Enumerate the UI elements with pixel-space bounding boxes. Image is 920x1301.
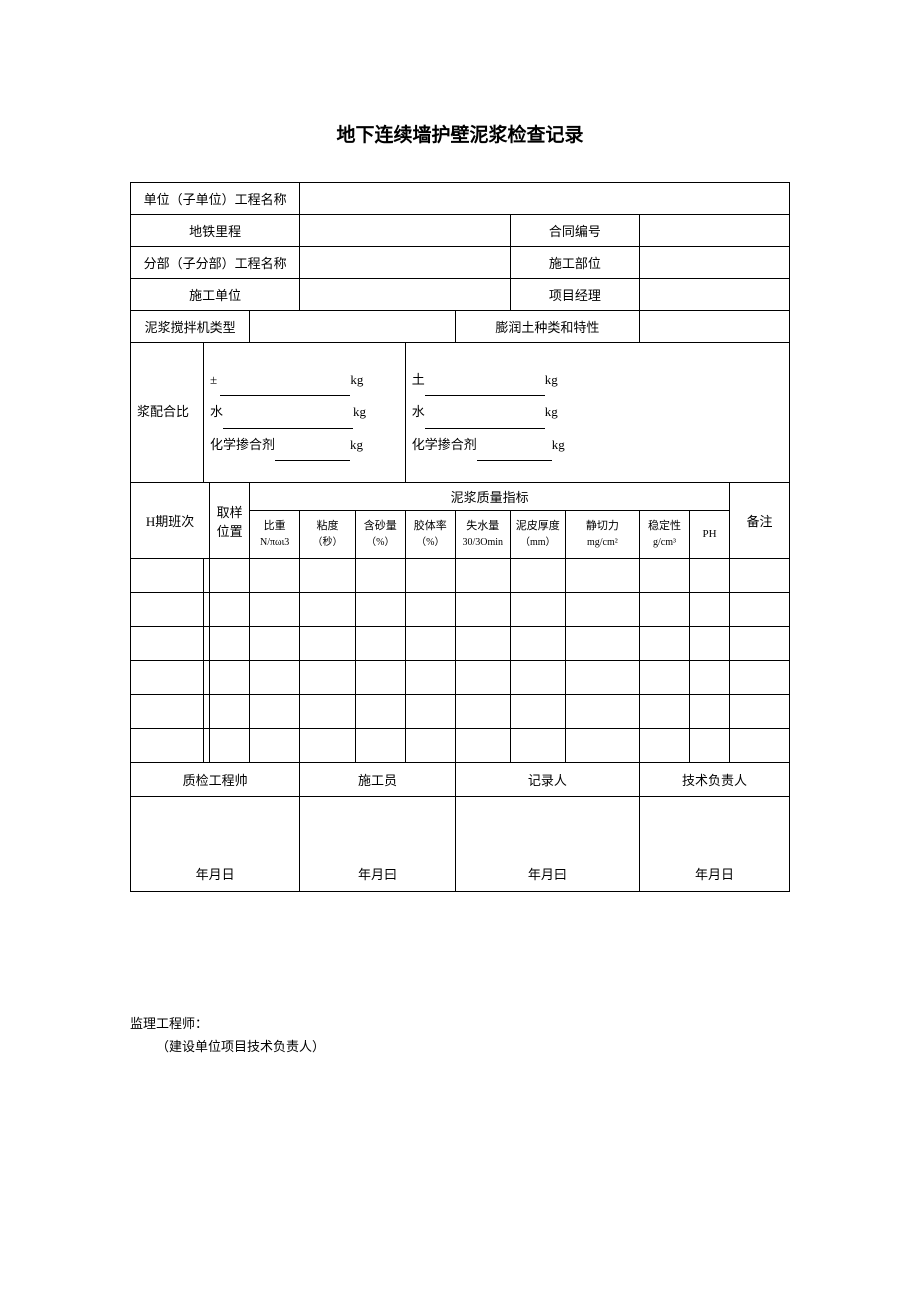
supervisor-label: 监理工程师： xyxy=(130,1012,790,1035)
mix-right: 土kg 水kg 化学掺合剂kg xyxy=(405,343,789,483)
col-ph: PH xyxy=(690,511,730,559)
label-tech-leader: 技术负责人 xyxy=(640,763,790,797)
table-row xyxy=(131,593,790,627)
col-viscosity: 粘度（秒） xyxy=(300,511,356,559)
label-contract-no: 合同编号 xyxy=(510,215,639,247)
value-mixer-type xyxy=(250,311,456,343)
col-remark: 备注 xyxy=(730,483,790,559)
value-sub-name xyxy=(300,247,511,279)
value-bentonite-type xyxy=(640,311,790,343)
label-unit-name: 单位（子单位）工程名称 xyxy=(131,183,300,215)
mix-left: ± kg 水kg 化学掺合剂kg xyxy=(203,343,405,483)
table-row xyxy=(131,559,790,593)
value-unit-name xyxy=(300,183,790,215)
footer: 监理工程师： （建设单位项目技术负责人） xyxy=(130,1012,790,1059)
sign-qc: 年月日 xyxy=(131,797,300,892)
label-sub-name: 分部（子分部）工程名称 xyxy=(131,247,300,279)
col-quality-index: 泥浆质量指标 xyxy=(250,483,730,511)
sign-constructor: 年月曰 xyxy=(300,797,456,892)
page-title: 地下连续墙护壁泥浆检查记录 xyxy=(130,120,790,147)
col-date-shift: H期班次 xyxy=(131,483,210,559)
label-mix-ratio: 浆配合比 xyxy=(131,343,204,483)
label-project-manager: 项目经理 xyxy=(510,279,639,311)
col-static-shear: 静切力mg/cm² xyxy=(565,511,639,559)
table-row xyxy=(131,695,790,729)
value-construction-part xyxy=(640,247,790,279)
col-colloid-rate: 胶体率（%） xyxy=(405,511,455,559)
label-metro-mileage: 地铁里程 xyxy=(131,215,300,247)
table-row xyxy=(131,729,790,763)
supervisor-note: （建设单位项目技术负责人） xyxy=(130,1035,790,1058)
label-construction-unit: 施工单位 xyxy=(131,279,300,311)
label-construction-part: 施工部位 xyxy=(510,247,639,279)
label-mixer-type: 泥浆搅拌机类型 xyxy=(131,311,250,343)
col-stability: 稳定性g/cm³ xyxy=(640,511,690,559)
value-metro-mileage xyxy=(300,215,511,247)
value-construction-unit xyxy=(300,279,511,311)
label-qc: 质检工程帅 xyxy=(131,763,300,797)
inspection-table: 单位（子单位）工程名称 地铁里程 合同编号 分部（子分部）工程名称 施工部位 施… xyxy=(130,182,790,892)
col-sand-content: 含砂量（%） xyxy=(355,511,405,559)
col-specific-gravity: 比重N/πωι3 xyxy=(250,511,300,559)
label-recorder: 记录人 xyxy=(455,763,639,797)
label-bentonite-type: 膨润土种类和特性 xyxy=(455,311,639,343)
table-row xyxy=(131,627,790,661)
sign-tech-leader: 年月日 xyxy=(640,797,790,892)
table-row xyxy=(131,661,790,695)
sign-recorder: 年月曰 xyxy=(455,797,639,892)
col-water-loss: 失水量30/3Omin xyxy=(455,511,510,559)
col-sample-pos: 取样位置 xyxy=(210,483,250,559)
col-mud-thickness: 泥皮厚度（mm） xyxy=(510,511,565,559)
value-project-manager xyxy=(640,279,790,311)
value-contract-no xyxy=(640,215,790,247)
label-constructor: 施工员 xyxy=(300,763,456,797)
